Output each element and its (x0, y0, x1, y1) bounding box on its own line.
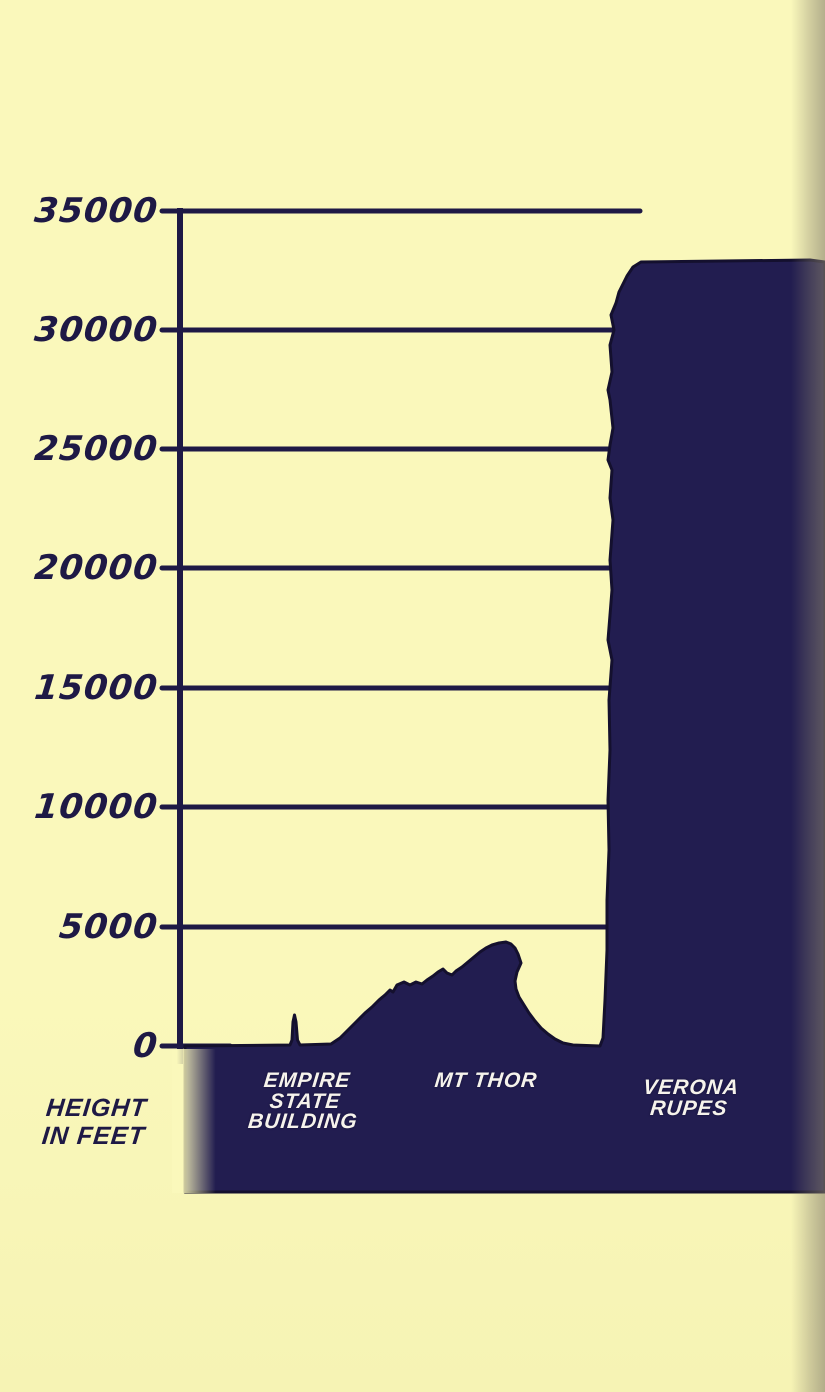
ytick-label-15000: 15000 (32, 668, 161, 708)
ytick-label-30000: 30000 (32, 310, 161, 350)
label-line: VERONA (642, 1076, 741, 1099)
y-axis-line (177, 208, 183, 1064)
label-line: STATE (268, 1089, 342, 1113)
ytick-label-20000: 20000 (32, 548, 161, 588)
label-line: RUPES (649, 1096, 729, 1120)
y-axis-title-line1: HEIGHT (44, 1094, 149, 1122)
ytick-label-25000: 25000 (32, 429, 161, 469)
silhouette-empire-thor-verona (183, 258, 825, 1194)
ytick-label-0: 0 (131, 1026, 161, 1066)
category-label-verona-rupes: VERONA RUPES (576, 1076, 804, 1120)
category-label-mt-thor: MT THOR (373, 1069, 599, 1092)
label-line: MT THOR (433, 1069, 539, 1092)
ytick-label-5000: 5000 (57, 907, 161, 947)
label-line: BUILDING (246, 1110, 359, 1133)
ytick-label-10000: 10000 (32, 787, 161, 827)
y-axis-title: HEIGHT IN FEET (22, 1094, 168, 1150)
y-axis-title-line2: IN FEET (40, 1122, 147, 1150)
ytick-label-35000: 35000 (32, 191, 161, 231)
gridlines (159, 208, 643, 1049)
